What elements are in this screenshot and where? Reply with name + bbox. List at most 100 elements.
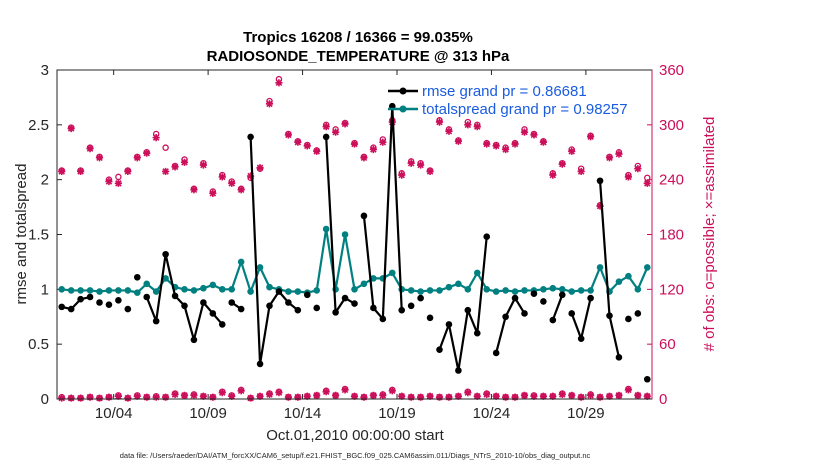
obs-assimilated-point: [190, 186, 198, 194]
rmse-point: [303, 291, 311, 299]
obs-assimilated-low-point: [492, 392, 500, 400]
obs-assimilated-low-point: [350, 392, 359, 400]
totalspread-point: [643, 264, 651, 271]
obs-assimilated-point: [407, 159, 415, 167]
y-right-tick-label: 360: [659, 62, 684, 79]
obs-assimilated-point: [539, 138, 547, 146]
totalspread-point: [209, 281, 217, 289]
y-left-tick-label: 3: [41, 62, 49, 79]
x-axis-title: Oct.01,2010 00:00:00 start: [266, 427, 444, 444]
obs-assimilated-point: [473, 123, 481, 131]
totalspread-point: [322, 225, 330, 233]
obs-assimilated-low-point: [473, 392, 481, 400]
y-axis-right-title: # of obs: o=possible; ×=assimilated: [701, 117, 718, 352]
totalspread-point: [133, 289, 141, 296]
obs-assimilated-low-point: [643, 392, 651, 400]
rmse-point: [615, 354, 623, 361]
obs-assimilated-point: [379, 138, 387, 146]
obs-assimilated-point: [558, 160, 566, 168]
obs-assimilated-point: [634, 165, 642, 173]
chart-title-line1: Tropics 16208 / 16366 = 99.035%: [243, 29, 473, 46]
obs-assimilated-low-point: [464, 389, 472, 397]
rmse-point: [370, 304, 377, 312]
obs-assimilated-low-point: [445, 393, 453, 401]
rmse-point: [625, 315, 632, 323]
totalspread-point: [294, 288, 302, 295]
obs-assimilated-point: [199, 161, 207, 169]
y-left-tick-label: 1: [41, 281, 49, 298]
obs-assimilated-point: [124, 167, 132, 176]
obs-assimilated-low-point: [605, 392, 614, 400]
obs-count-markers: [58, 75, 651, 402]
obs-assimilated-low-point: [303, 392, 311, 400]
totalspread-point: [200, 284, 207, 292]
obs-assimilated-point: [133, 154, 141, 162]
obs-assimilated-point: [549, 171, 557, 179]
obs-assimilated-point: [218, 173, 226, 181]
obs-assimilated-low-point: [426, 392, 434, 400]
obs-assimilated-low-point: [114, 392, 122, 400]
y-left-tick-label: 2.5: [28, 117, 49, 134]
totalspread-point: [115, 287, 122, 294]
rmse-point: [436, 346, 443, 353]
y-right-tick-label: 60: [659, 336, 676, 353]
totalspread-point: [445, 283, 453, 291]
rmse-line: [551, 294, 564, 321]
legend: rmse grand pr = 0.86681 totalspread gran…: [388, 83, 628, 118]
obs-assimilated-low-point: [596, 393, 604, 401]
totalspread-point: [162, 275, 169, 282]
totalspread-point: [105, 287, 113, 294]
totalspread-point: [256, 264, 264, 271]
rmse-point: [115, 297, 122, 304]
obs-assimilated-low-point: [67, 394, 75, 402]
obs-assimilated-point: [209, 189, 217, 197]
obs-assimilated-low-point: [162, 393, 170, 401]
obs-assimilated-low-point: [634, 391, 642, 399]
obs-assimilated-low-point: [568, 391, 576, 399]
obs-assimilated-low-point: [199, 392, 207, 400]
obs-assimilated-low-point: [558, 390, 566, 399]
rmse-point: [398, 306, 406, 314]
totalspread-point: [407, 287, 415, 294]
obs-assimilated-low-point: [587, 391, 595, 399]
totalspread-point: [436, 287, 443, 294]
totalspread-point: [502, 287, 509, 294]
obs-assimilated-point: [105, 177, 113, 186]
totalspread-point: [596, 264, 604, 271]
totalspread-point: [351, 286, 358, 293]
obs-assimilated-low-point: [313, 391, 321, 399]
y-right-tick-label: 120: [659, 281, 684, 298]
rmse-point: [256, 360, 264, 368]
totalspread-point: [247, 288, 254, 295]
obs-assimilated-low-point: [322, 388, 330, 396]
totalspread-point: [266, 283, 273, 291]
rmse-point: [77, 295, 84, 303]
obs-assimilated-point: [596, 202, 604, 210]
obs-assimilated-point: [247, 172, 255, 180]
obs-assimilated-low-point: [77, 394, 85, 402]
rmse-point: [634, 310, 642, 317]
rmse-point: [209, 310, 217, 317]
obs-assimilated-low-point: [539, 392, 547, 400]
obs-assimilated-point: [341, 120, 349, 128]
totalspread-point: [360, 280, 368, 288]
obs-possible-point: [115, 173, 122, 181]
rmse-point: [568, 310, 576, 317]
x-tick-label: 10/29: [567, 405, 605, 422]
obs-assimilated-point: [180, 158, 189, 166]
rmse-point: [473, 329, 481, 337]
obs-assimilated-point: [464, 121, 472, 129]
rmse-point: [275, 288, 283, 295]
x-tick-label: 10/14: [284, 405, 322, 422]
totalspread-point: [615, 278, 623, 285]
y-left-tick-label: 2: [41, 172, 49, 189]
totalspread-point: [285, 288, 292, 295]
obs-assimilated-point: [577, 167, 585, 176]
totalspread-point: [86, 287, 94, 294]
totalspread-point: [540, 286, 547, 293]
obs-assimilated-point: [426, 167, 434, 176]
obs-assimilated-low-point: [360, 393, 368, 401]
rmse-point: [426, 314, 434, 322]
obs-assimilated-point: [256, 164, 264, 172]
obs-assimilated-low-point: [388, 387, 396, 395]
